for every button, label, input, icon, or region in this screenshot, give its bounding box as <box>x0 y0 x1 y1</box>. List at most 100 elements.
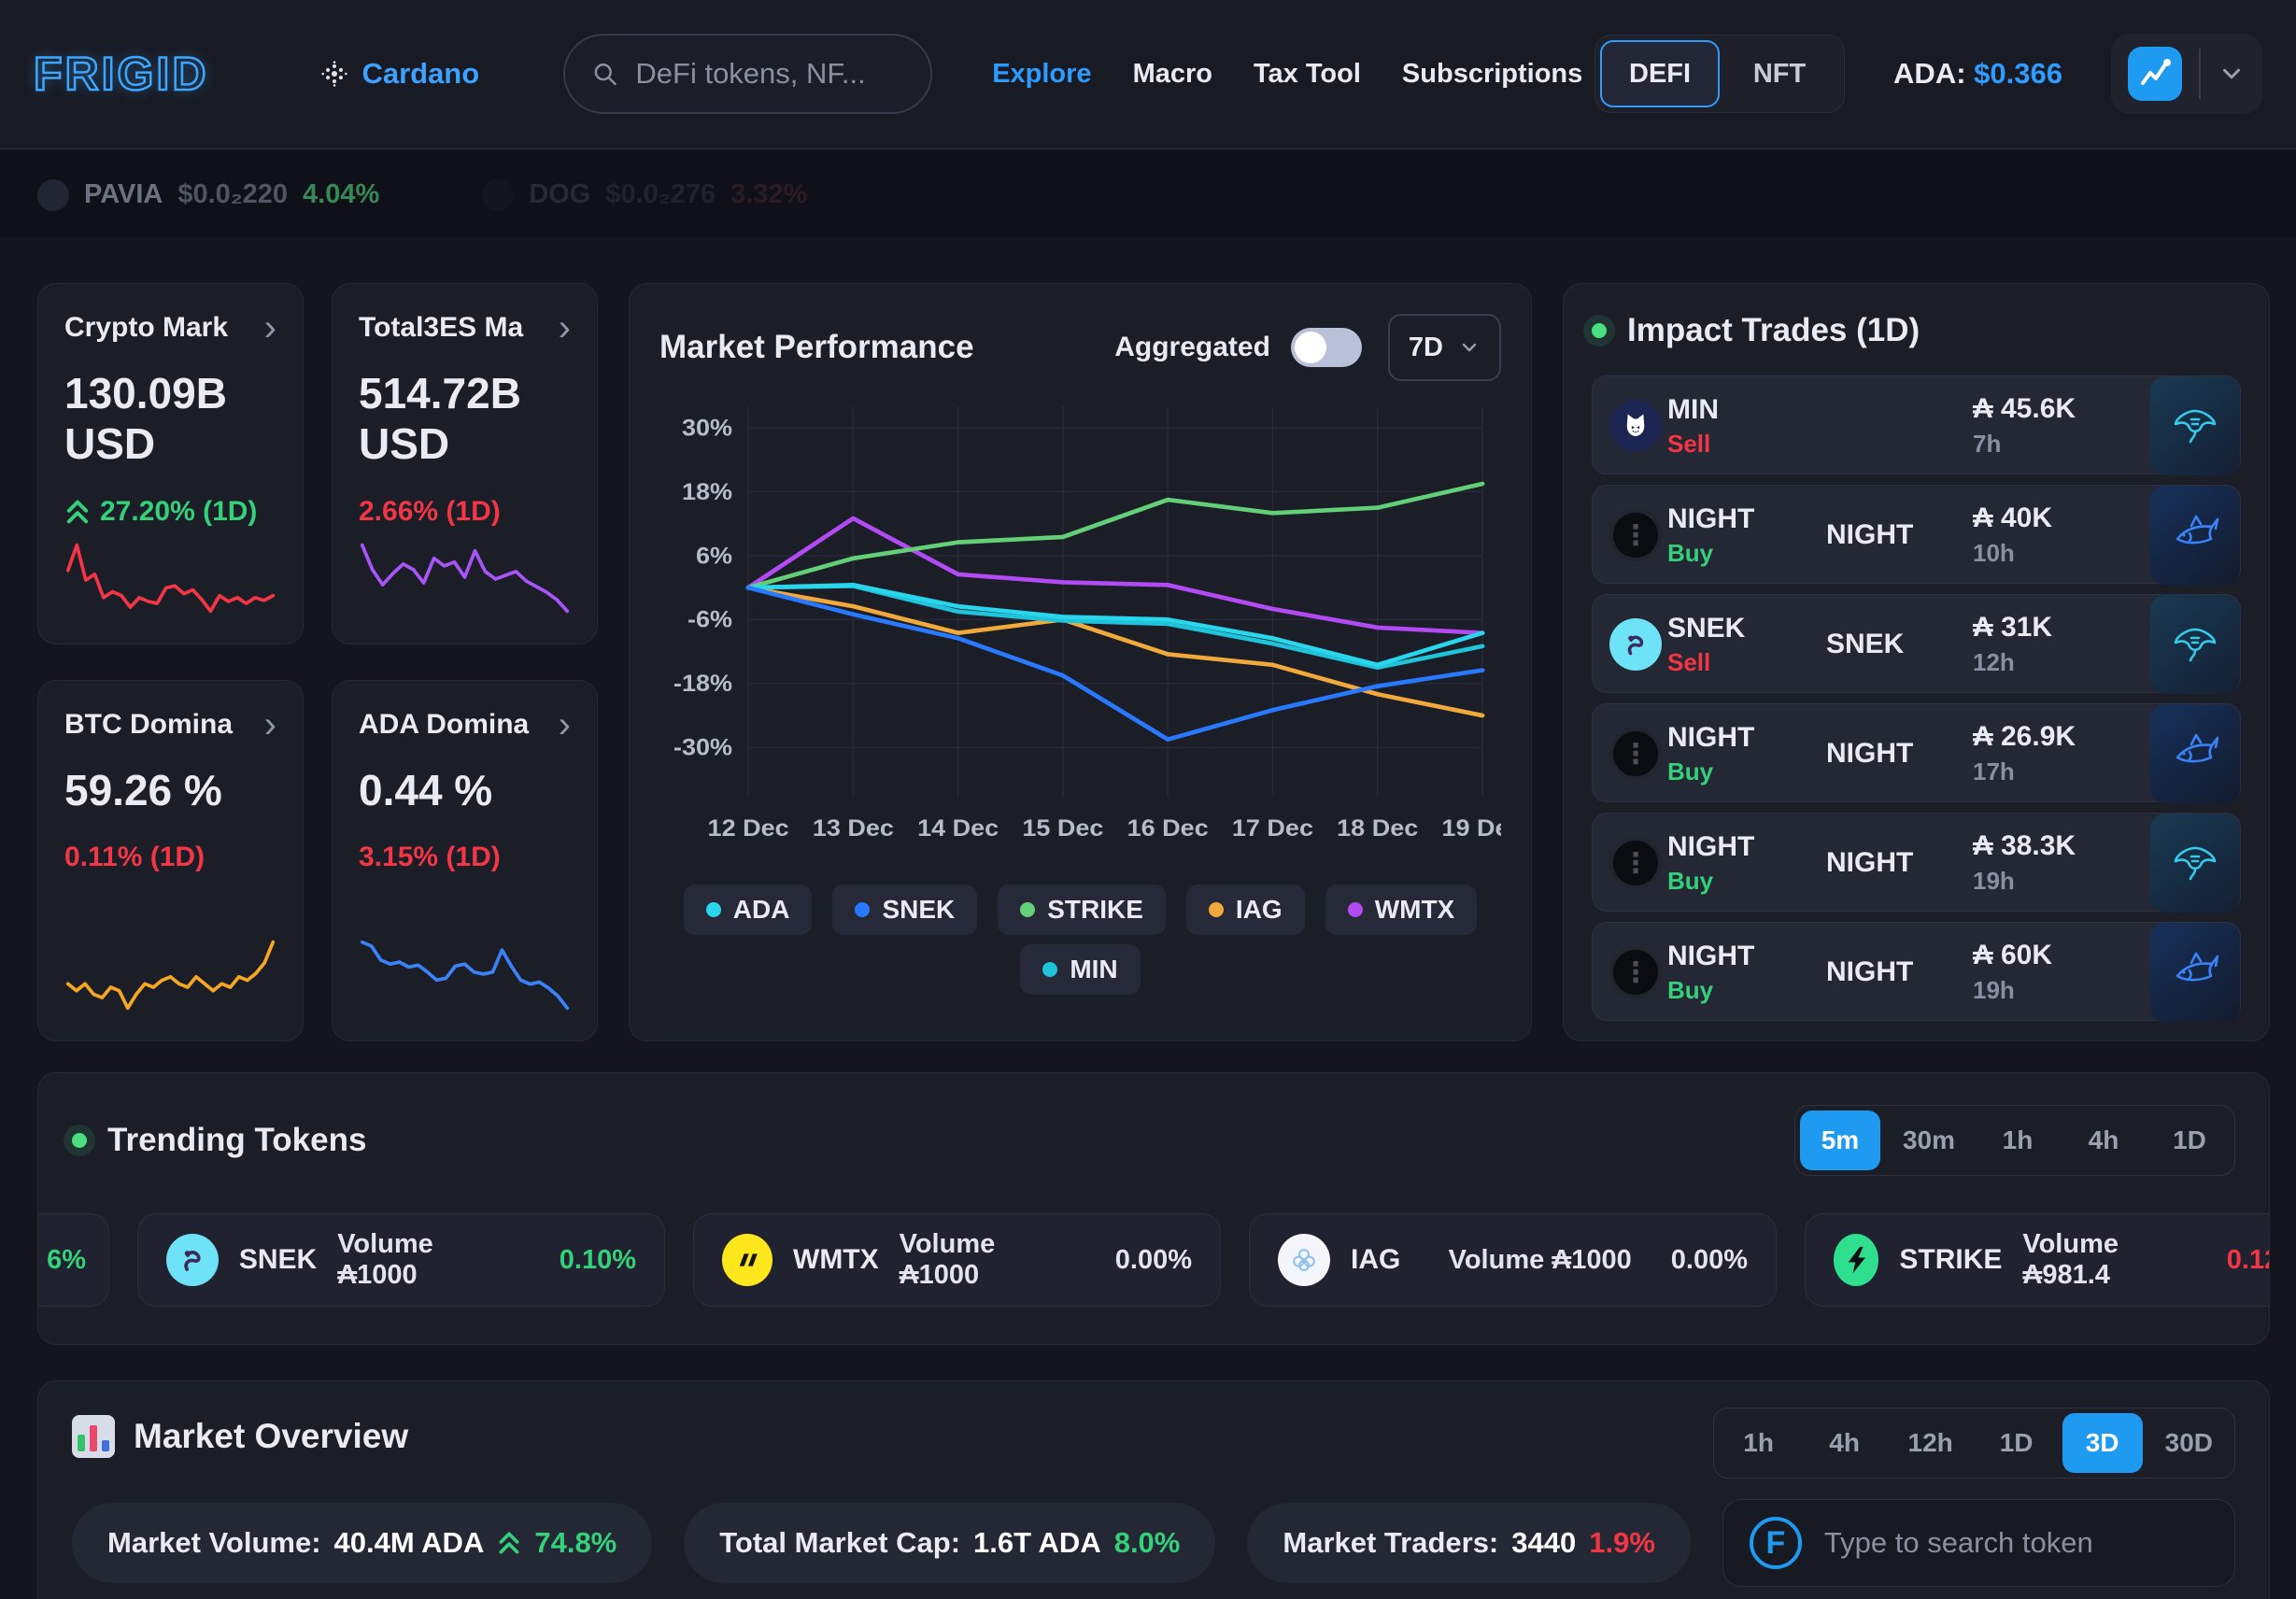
legend-chip-wmtx[interactable]: WMTX <box>1325 884 1478 935</box>
trade-token-2: SNEK <box>1826 629 1905 659</box>
trade-action: Buy <box>1667 866 1714 895</box>
market-traders-pill: Market Traders: 3440 1.9% <box>1247 1503 1691 1583</box>
card-change: 2.66% (1D) <box>359 495 501 527</box>
nav-tax-tool[interactable]: Tax Tool <box>1253 58 1361 89</box>
network-selector[interactable]: Cardano <box>320 57 479 91</box>
trade-time: 7h <box>1973 430 2002 458</box>
card-change: 3.15% (1D) <box>359 842 501 873</box>
stingray-icon <box>2150 595 2240 694</box>
market-overview-card: Market Overview 1h 4h 12h 1D 3D 30D Mark… <box>37 1380 2270 1599</box>
btc-dominance-card[interactable]: BTC Domina › 59.26 % 0.11% (1D) <box>37 680 304 1041</box>
iag-dot-icon <box>1208 902 1224 917</box>
frigid-logo[interactable]: FRIGID <box>33 47 209 102</box>
timeframe-select[interactable]: 7D <box>1387 314 1501 381</box>
trade-token-2: NIGHT <box>1826 847 1914 878</box>
range-1h[interactable]: 1h <box>1719 1413 1799 1473</box>
search-input[interactable] <box>635 57 905 91</box>
legend-chip-ada[interactable]: ADA <box>683 884 813 935</box>
wallet-button[interactable] <box>2111 34 2262 114</box>
trending-chip-strike[interactable]: STRIKE Volume ₳981.4 0.12% <box>1805 1213 2269 1307</box>
token-search-box[interactable]: F <box>1722 1499 2235 1587</box>
card-change: 27.20% (1D) <box>64 496 276 528</box>
strike-avatar <box>1834 1234 1879 1286</box>
impact-trade-row[interactable]: ⋮ NIGHT Buy NIGHT ₳ 60K 19h <box>1592 922 2241 1022</box>
range-1d[interactable]: 1D <box>2149 1111 2230 1170</box>
trending-tokens-card: Trending Tokens 5m 30m 1h 4h 1D 6% SNEK … <box>37 1072 2270 1345</box>
svg-text:6%: 6% <box>696 542 732 569</box>
range-5m[interactable]: 5m <box>1799 1111 1880 1170</box>
aggregated-toggle[interactable] <box>1290 328 1362 367</box>
trade-action: Buy <box>1667 538 1714 567</box>
svg-text:19 Dec: 19 Dec <box>1441 814 1501 842</box>
nav-macro[interactable]: Macro <box>1132 58 1212 89</box>
trending-chip-snek[interactable]: SNEK Volume ₳1000 0.10% <box>137 1213 665 1307</box>
defi-tab[interactable]: DEFI <box>1600 40 1721 107</box>
dog-coin-icon <box>482 178 515 211</box>
ticker-item-dog[interactable]: DOG $0.0₂276 3.32% <box>482 178 807 211</box>
ada-dot-icon <box>705 902 721 917</box>
nav-subscriptions[interactable]: Subscriptions <box>1401 58 1583 89</box>
impact-trade-row[interactable]: SNEK Sell SNEK ₳ 31K 12h <box>1592 594 2241 694</box>
ada-dominance-card[interactable]: ADA Domina › 0.44 % 3.15% (1D) <box>332 680 598 1041</box>
legend-chip-strike[interactable]: STRIKE <box>998 884 1166 935</box>
trade-amount: ₳ 38.3K <box>1973 830 2076 861</box>
timeframe-value: 7D <box>1408 332 1443 362</box>
sparkline-chart <box>360 543 570 614</box>
chevron-right-icon[interactable]: › <box>263 307 276 348</box>
legend-chip-min[interactable]: MIN <box>1020 944 1141 995</box>
range-30m[interactable]: 30m <box>1886 1111 1972 1170</box>
stingray-icon <box>2150 814 2240 913</box>
trending-chip-partial[interactable]: 6% <box>38 1213 109 1307</box>
chevron-down-icon[interactable] <box>2218 60 2246 88</box>
trade-amount: ₳ 31K <box>1973 612 2053 643</box>
nav-explore[interactable]: Explore <box>992 58 1092 89</box>
impact-trade-row[interactable]: ⋮ NIGHT Buy NIGHT ₳ 26.9K 17h <box>1592 703 2241 803</box>
night-avatar: ⋮ <box>1609 946 1662 998</box>
nft-tab[interactable]: NFT <box>1720 40 1839 107</box>
ticker-price: $0.0₂276 <box>605 179 716 209</box>
impact-trade-row[interactable]: MIN Sell ₳ 45.6K 7h <box>1592 375 2241 475</box>
chevron-right-icon[interactable]: › <box>558 704 571 745</box>
trade-amount: ₳ 60K <box>1973 940 2053 970</box>
impact-trades-list: MIN Sell ₳ 45.6K 7h ⋮ NIGHT Buy NIGHT ₳ 40K 10h SN… <box>1592 375 2241 1022</box>
legend-chip-iag[interactable]: IAG <box>1185 884 1305 935</box>
trending-chip-wmtx[interactable]: WMTX Volume ₳1000 0.00% <box>693 1213 1221 1307</box>
range-30d[interactable]: 30D <box>2148 1413 2230 1473</box>
range-4h[interactable]: 4h <box>2063 1111 2144 1170</box>
card-title: Total3ES Ma <box>359 312 524 343</box>
min-dot-icon <box>1042 962 1058 977</box>
token-search-input[interactable] <box>1823 1526 2208 1560</box>
svg-text:12 Dec: 12 Dec <box>708 814 789 842</box>
svg-text:17 Dec: 17 Dec <box>1232 814 1313 842</box>
ada-price-value: $0.366 <box>1974 57 2062 90</box>
ticker-change: 4.04% <box>303 179 380 209</box>
svg-text:-18%: -18% <box>673 670 732 697</box>
range-12h[interactable]: 12h <box>1891 1413 1971 1473</box>
trade-token: NIGHT <box>1667 940 1755 971</box>
ticker-item-pavia[interactable]: PAVIA $0.0₂220 4.04% <box>37 178 380 211</box>
range-1d[interactable]: 1D <box>1977 1413 2057 1473</box>
impact-trade-row[interactable]: ⋮ NIGHT Buy NIGHT ₳ 38.3K 19h <box>1592 813 2241 913</box>
svg-text:-6%: -6% <box>687 606 732 633</box>
range-3d[interactable]: 3D <box>2062 1413 2143 1473</box>
trade-token: NIGHT <box>1667 721 1755 753</box>
shark-icon <box>2150 923 2240 1022</box>
ticker-symbol: PAVIA <box>84 179 163 209</box>
wmtx-dot-icon <box>1347 902 1363 917</box>
legend-chip-snek[interactable]: SNEK <box>832 884 978 935</box>
range-4h[interactable]: 4h <box>1805 1413 1885 1473</box>
impact-trade-row[interactable]: ⋮ NIGHT Buy NIGHT ₳ 40K 10h <box>1592 485 2241 585</box>
strike-dot-icon <box>1020 902 1036 917</box>
total3es-market-cap-card[interactable]: Total3ES Ma › 514.72B USD 2.66% (1D) <box>332 283 598 644</box>
global-search[interactable] <box>563 34 933 114</box>
chevron-right-icon[interactable]: › <box>558 307 571 348</box>
chevron-down-icon <box>1462 343 1477 352</box>
range-1h[interactable]: 1h <box>1977 1111 2058 1170</box>
double-up-chevron-icon <box>66 500 89 523</box>
chart-legend-row2: MIN <box>659 944 1501 995</box>
trade-token: NIGHT <box>1667 830 1755 862</box>
chevron-right-icon[interactable]: › <box>263 704 276 745</box>
trending-range-filter: 5m 30m 1h 4h 1D <box>1793 1105 2235 1176</box>
crypto-market-cap-card[interactable]: Crypto Mark › 130.09B USD 27.20% (1D) <box>37 283 304 644</box>
trending-chip-iag[interactable]: IAG Volume ₳1000 0.00% <box>1249 1213 1777 1307</box>
